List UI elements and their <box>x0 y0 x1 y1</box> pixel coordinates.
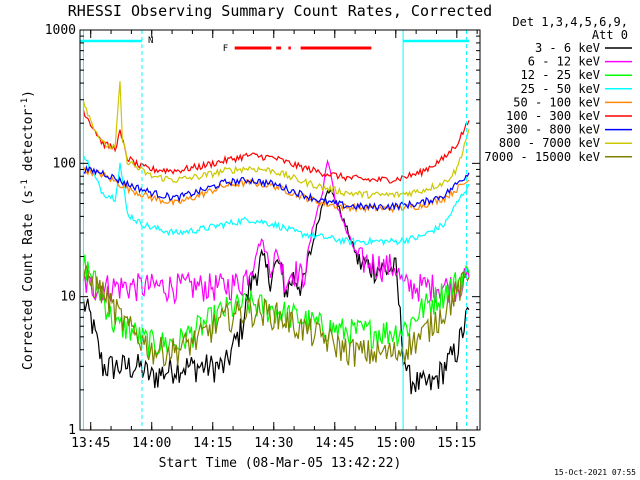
x-tick-label: 14:45 <box>315 436 354 451</box>
y-axis-label-end: ) <box>21 90 36 98</box>
legend-entry-label: 6 - 12 keV <box>528 55 600 69</box>
x-axis-label: Start Time (08-Mar-05 13:42:22) <box>159 456 402 471</box>
y-tick-label: 100 <box>53 156 76 171</box>
y-tick-label: 1000 <box>45 23 76 38</box>
generation-timestamp: 15-Oct-2021 07:55 <box>554 468 636 477</box>
night-marker-label: N <box>148 36 153 46</box>
y-tick-label: 10 <box>60 290 76 305</box>
legend-entry-label: 300 - 800 keV <box>506 123 600 137</box>
marker-layer: NF <box>80 30 470 430</box>
x-tick-label: 15:15 <box>437 436 476 451</box>
y-axis-label-mid: detector <box>21 109 36 180</box>
chart-title: RHESSI Observing Summary Count Rates, Co… <box>68 2 492 20</box>
y-axis-label-main: Corrected Count Rate (s <box>21 190 36 370</box>
legend-header-line-1: Det 1,3,4,5,6,9, <box>512 15 628 29</box>
legend-entry-label: 12 - 25 keV <box>521 68 600 82</box>
legend-header-line-2: Att 0 <box>592 28 628 42</box>
legend-entry-label: 7000 - 15000 keV <box>484 150 600 164</box>
series-line-6 <box>83 164 470 212</box>
series-line-4 <box>82 166 470 214</box>
series-line-2 <box>82 254 470 358</box>
series-line-1 <box>83 158 470 305</box>
x-tick-label: 14:00 <box>132 436 171 451</box>
y-axis-label: Corrected Count Rate (s-1 detector-1) <box>20 90 36 370</box>
legend-entry-label: 3 - 6 keV <box>535 41 600 55</box>
x-tick-label: 14:30 <box>254 436 293 451</box>
series-line-8 <box>82 264 470 367</box>
series-line-0 <box>82 189 470 395</box>
y-tick-label: 1 <box>68 423 76 438</box>
legend-entry-label: 800 - 7000 keV <box>499 136 600 150</box>
y-axis-label-sup1: -1 <box>20 179 30 190</box>
y-axis-label-sup2: -1 <box>20 98 30 109</box>
data-layer <box>82 81 470 395</box>
x-tick-label: 13:45 <box>71 436 110 451</box>
legend-entry-label: 50 - 100 keV <box>513 95 600 109</box>
legend-entry-label: 100 - 300 keV <box>506 109 600 123</box>
series-line-5 <box>82 109 470 184</box>
legend-entry-label: 25 - 50 keV <box>521 82 600 96</box>
x-tick-label: 15:00 <box>376 436 415 451</box>
series-line-3 <box>82 155 470 247</box>
axis-layer: 1 10 100 1000 13:45 14:00 14:15 14:30 14:45 15:00… <box>45 23 480 451</box>
series-line-7 <box>82 81 470 200</box>
plot-frame <box>79 29 481 431</box>
flare-marker-label: F <box>223 44 228 54</box>
x-tick-label: 14:15 <box>193 436 232 451</box>
